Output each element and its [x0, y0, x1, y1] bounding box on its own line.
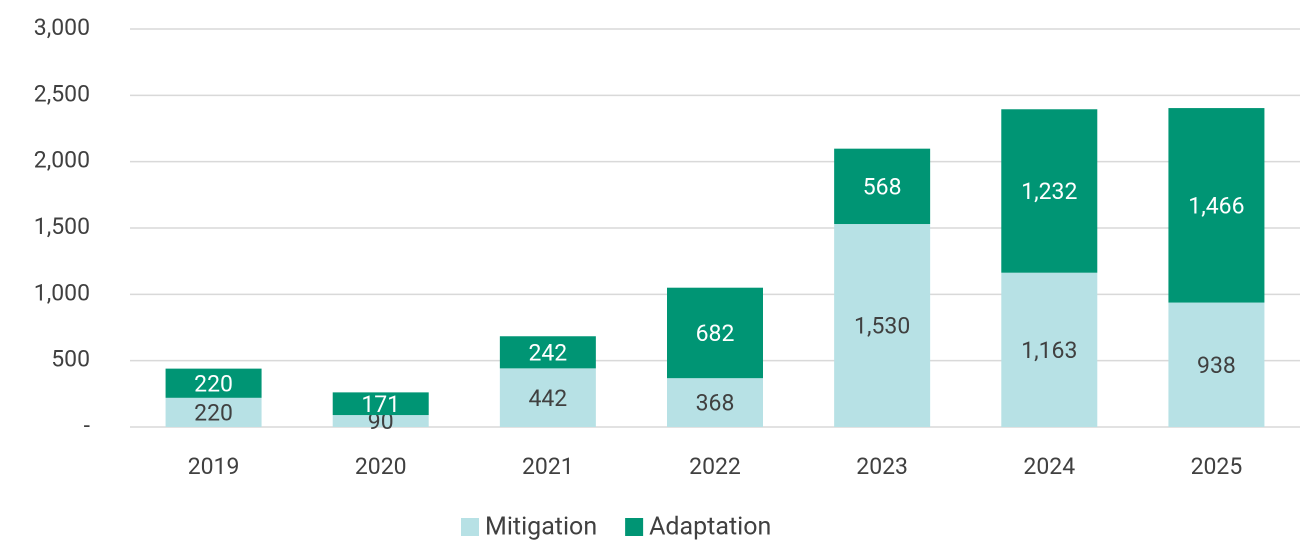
- bar-segment: [667, 378, 763, 427]
- data-label: 242: [528, 339, 567, 366]
- y-tick-label: 1,000: [34, 279, 90, 306]
- data-label: 682: [696, 320, 735, 347]
- bar-segment: [667, 287, 763, 379]
- data-label: 220: [194, 370, 233, 397]
- data-label: 442: [528, 385, 567, 412]
- data-label: 568: [863, 173, 902, 200]
- data-label: 1,530: [854, 313, 910, 340]
- bar-segment: [834, 224, 931, 427]
- bar-segment: [834, 148, 931, 225]
- data-label: 220: [194, 399, 233, 426]
- bar-segment: [332, 415, 429, 427]
- legend-swatch: [625, 518, 644, 536]
- data-label: 1,466: [1188, 192, 1244, 219]
- bar-segment: [499, 368, 596, 427]
- y-tick-label: 500: [51, 346, 90, 373]
- bar-segment: [1001, 109, 1098, 273]
- y-tick-label: 1,500: [34, 213, 90, 240]
- legend-label: Adaptation: [649, 513, 771, 541]
- x-tick-label: 2021: [522, 453, 574, 480]
- x-tick-label: 2025: [1191, 453, 1243, 480]
- bar-segment: [332, 392, 429, 416]
- y-tick-label: -: [84, 412, 90, 439]
- data-label: 1,232: [1021, 178, 1077, 205]
- bar-segment: [1001, 272, 1098, 427]
- x-tick-label: 2023: [856, 453, 908, 480]
- x-tick-label: 2019: [188, 453, 240, 480]
- data-label: 368: [696, 390, 735, 417]
- y-tick-label: 3,000: [34, 14, 90, 41]
- x-tick-label: 2024: [1023, 453, 1075, 480]
- x-tick-label: 2020: [355, 453, 407, 480]
- bar-segment: [165, 397, 262, 427]
- y-tick-label: 2,500: [34, 80, 90, 107]
- legend-swatch: [461, 518, 479, 536]
- bar-segment: [499, 336, 596, 369]
- y-tick-label: 2,000: [34, 147, 90, 174]
- data-label: 938: [1197, 352, 1236, 379]
- bar-segment: [1168, 302, 1265, 427]
- legend-label: Mitigation: [485, 513, 597, 541]
- data-label: 1,163: [1021, 337, 1077, 364]
- data-label: 171: [361, 391, 400, 418]
- bar-segment: [165, 368, 262, 398]
- x-tick-label: 2022: [689, 453, 741, 480]
- bar-segment: [1168, 108, 1265, 303]
